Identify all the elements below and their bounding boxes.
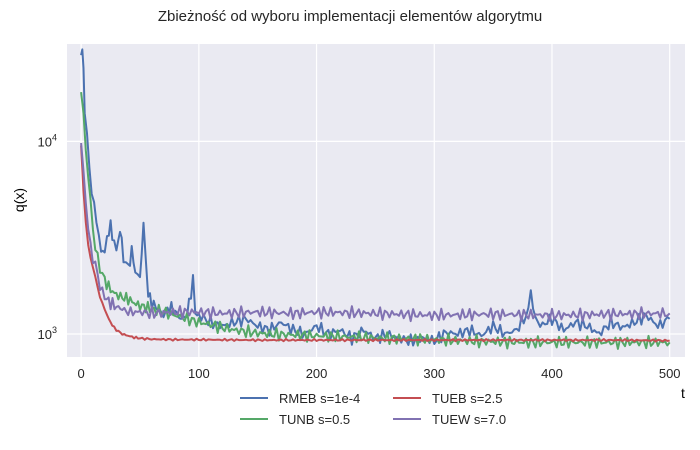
- x-tick-label: 500: [659, 366, 681, 381]
- legend: RMEB s=1e-4 TUNB s=0.5 TUEB s=2.5 TUEW s=7.…: [240, 391, 506, 427]
- x-tick-label: 0: [78, 366, 85, 381]
- legend-label: TUNB s=0.5: [279, 412, 350, 427]
- x-tick-label: 400: [541, 366, 563, 381]
- x-tick-labels: 0 100 200 300 400 500: [78, 366, 681, 381]
- legend-label: RMEB s=1e-4: [279, 391, 360, 406]
- x-tick-label: 300: [423, 366, 445, 381]
- y-tick-label: 103: [38, 325, 57, 342]
- x-tick-label: 100: [188, 366, 210, 381]
- series-line-3: [80, 145, 670, 343]
- y-axis-label: q(x): [11, 188, 27, 212]
- chart-title: Zbieżność od wyboru implementacji elemen…: [158, 8, 542, 25]
- y-tick-labels: 103 104: [38, 132, 57, 342]
- legend-label: TUEW s=7.0: [432, 412, 506, 427]
- legend-label: TUEB s=2.5: [432, 391, 502, 406]
- x-axis-label: t: [681, 385, 685, 401]
- series-lines: [80, 48, 671, 350]
- y-tick-label: 104: [38, 132, 57, 149]
- series-line-4: [80, 142, 671, 323]
- x-tick-label: 200: [306, 366, 328, 381]
